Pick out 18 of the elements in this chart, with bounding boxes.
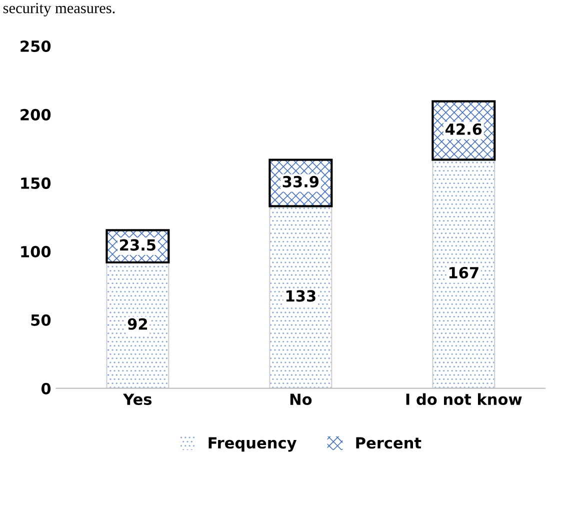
x-tick-label: Yes bbox=[122, 394, 152, 406]
legend-label: Percent bbox=[356, 437, 422, 449]
y-tick-label: 200 bbox=[20, 108, 51, 120]
data-label: 42.6 bbox=[445, 123, 482, 135]
data-label: 23.5 bbox=[120, 239, 156, 251]
data-label: 133 bbox=[286, 290, 316, 302]
text: security measures. bbox=[3, 2, 115, 16]
x-tick-label: No bbox=[290, 394, 312, 406]
y-tick-label: 150 bbox=[21, 177, 51, 189]
x-tick-label: I do not know bbox=[406, 393, 522, 406]
legend-label: Frequency bbox=[208, 437, 296, 452]
y-tick-label: 250 bbox=[20, 40, 51, 52]
data-label: 33.9 bbox=[282, 176, 319, 188]
y-tick-label: 0 bbox=[41, 382, 51, 394]
y-tick-label: 50 bbox=[31, 314, 51, 326]
data-label: 167 bbox=[449, 266, 478, 278]
data-label: 92 bbox=[128, 318, 147, 330]
y-tick-label: 100 bbox=[21, 246, 51, 258]
